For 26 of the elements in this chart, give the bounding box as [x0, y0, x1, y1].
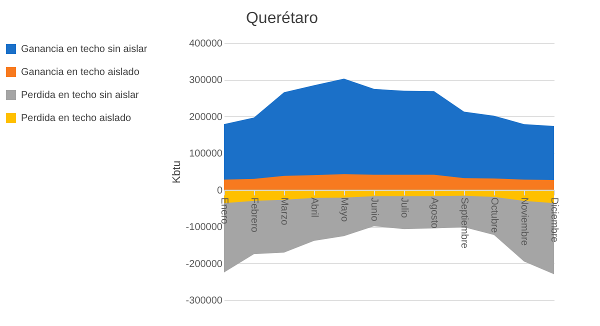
x-tick-label: Noviembre [518, 197, 530, 246]
legend-label: Perdida en techo sin aislar [21, 90, 140, 101]
x-tick-label: Marzo [278, 197, 290, 226]
y-tick-label: 400000 [189, 38, 223, 50]
x-tick-label: Julio [398, 197, 410, 218]
x-tick-label: Mayo [338, 197, 350, 222]
chart-title: Querétaro [246, 10, 318, 27]
y-tick-label: 0 [216, 185, 223, 196]
x-tick-label: Diciembre [548, 197, 560, 243]
y-tick-label: 200000 [189, 112, 223, 123]
legend-label: Ganancia en techo aislado [21, 67, 140, 78]
y-tick-label: -300000 [186, 296, 223, 306]
x-tick-label: Junio [368, 197, 380, 222]
legend-label: Ganancia en techo sin aislar [21, 44, 148, 55]
y-tick-label: -200000 [186, 258, 223, 270]
x-tick-label: Octubre [488, 197, 500, 234]
x-tick-label: Agosto [428, 197, 440, 229]
x-tick-label: Abril [308, 197, 320, 218]
x-tick-label: Septiembre [458, 197, 470, 249]
y-tick-label: 300000 [189, 75, 223, 86]
x-tick-label: Enero [218, 197, 230, 224]
legend-label: Perdida en techo aislado [21, 113, 132, 124]
y-tick-label: -100000 [186, 222, 223, 234]
y-tick-label: 100000 [189, 148, 223, 160]
y-axis-title: Kbtu [170, 160, 183, 184]
x-tick-label: Febrero [248, 197, 260, 233]
